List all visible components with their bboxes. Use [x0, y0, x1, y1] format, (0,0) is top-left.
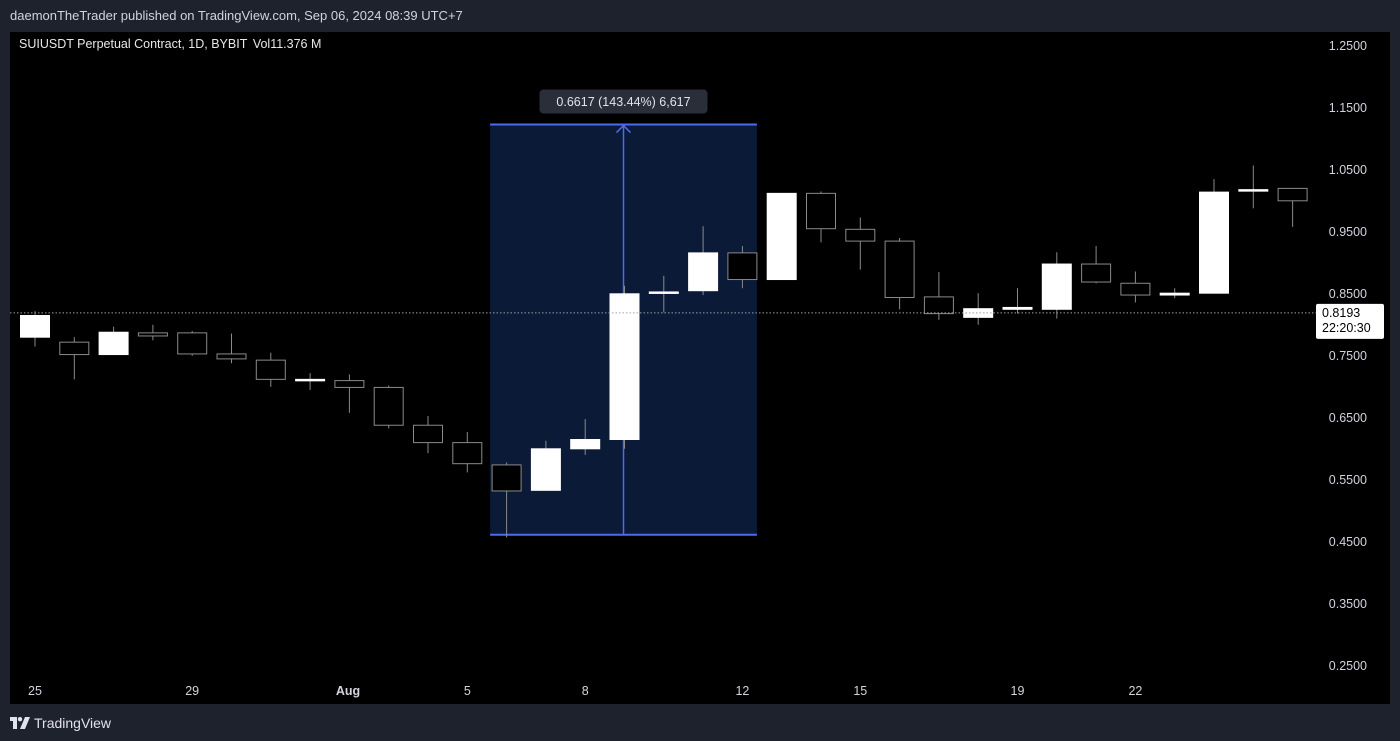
candle-body [137, 332, 168, 337]
last-price-value: 0.8193 [1322, 306, 1360, 320]
symbol-legend: SUIUSDT Perpetual Contract, 1D, BYBIT Vo… [19, 37, 323, 51]
candle-body [177, 332, 208, 355]
candle-body [295, 378, 326, 382]
candle-body [373, 386, 404, 426]
x-axis-tick-label: 29 [185, 684, 199, 698]
candle-body [1238, 189, 1269, 192]
chart-pane[interactable]: 1.2500 1.1500 1.0500 0.9500 0.8500 0.7500 0.65… [10, 32, 1390, 704]
measure-label: 0.6617 (143.44%) 6,617 [556, 95, 690, 109]
candle-body [609, 293, 640, 440]
candle-body [1002, 306, 1033, 310]
tradingview-logo-icon[interactable] [10, 715, 30, 731]
candle-body [255, 359, 286, 380]
footer-bar: TradingView [0, 704, 1400, 741]
y-axis-tick-label: 0.3500 [1329, 597, 1367, 611]
last-price-countdown: 22:20:30 [1322, 321, 1371, 335]
x-axis-tick-label: 5 [464, 684, 471, 698]
y-axis-tick-label: 1.0500 [1329, 163, 1367, 177]
y-axis-tick-label: 0.4500 [1329, 535, 1367, 549]
candle-body [413, 424, 443, 444]
y-axis-tick-label: 1.1500 [1329, 101, 1367, 115]
candle-body [1199, 191, 1229, 294]
x-axis-tick-label: 25 [28, 684, 42, 698]
candle-body [20, 315, 50, 338]
x-axis-tick-label: 19 [1011, 684, 1025, 698]
candle-body [334, 380, 365, 388]
publish-header: daemonTheTrader published on TradingView… [0, 0, 1400, 32]
candle-body [1120, 282, 1151, 296]
candle-body [1041, 263, 1072, 310]
y-axis-tick-label: 0.8500 [1329, 287, 1367, 301]
y-axis-tick-label: 0.5500 [1329, 473, 1367, 487]
y-axis-tick-label: 0.7500 [1329, 349, 1367, 363]
candle-body [648, 291, 679, 294]
candle-body [806, 192, 836, 230]
measure-label-box [539, 89, 708, 114]
x-axis-tick-label: 15 [853, 684, 867, 698]
x-axis-tick-label: Aug [336, 684, 360, 698]
y-axis-tick-label: 0.6500 [1329, 411, 1367, 425]
measure-arrow-head [615, 124, 632, 134]
symbol-title: SUIUSDT Perpetual Contract, 1D, BYBIT [19, 37, 248, 51]
candle-body [98, 331, 129, 356]
candle-body [727, 252, 758, 281]
candle-body [530, 448, 561, 491]
candle-body [1081, 263, 1112, 283]
candle-body [1277, 187, 1308, 202]
volume-readout: Vol11.376 M [252, 37, 322, 51]
candlestick-chart[interactable]: 1.2500 1.1500 1.0500 0.9500 0.8500 0.7500 0.65… [10, 32, 1390, 704]
candle-body [845, 228, 876, 242]
candle-body [491, 464, 522, 492]
candle-body [923, 296, 954, 315]
candle-body [452, 442, 483, 465]
candle-body [570, 439, 601, 450]
candle-body [963, 308, 994, 318]
y-axis-tick-label: 0.9500 [1329, 225, 1367, 239]
x-axis-tick-label: 22 [1128, 684, 1142, 698]
tradingview-brand[interactable]: TradingView [34, 715, 112, 731]
x-axis-tick-label: 12 [735, 684, 749, 698]
candle-body [216, 353, 247, 360]
candle-body [688, 252, 719, 292]
candle-body [1159, 292, 1190, 296]
y-axis-tick-label: 1.2500 [1329, 39, 1367, 53]
candle-body [766, 192, 797, 281]
candle-body [59, 341, 90, 356]
x-axis-tick-label: 8 [582, 684, 589, 698]
publish-info: daemonTheTrader published on TradingView… [10, 8, 463, 23]
candle-body [884, 240, 915, 299]
last-price-badge [1316, 303, 1384, 339]
y-axis-tick-label: 0.2500 [1329, 659, 1367, 673]
